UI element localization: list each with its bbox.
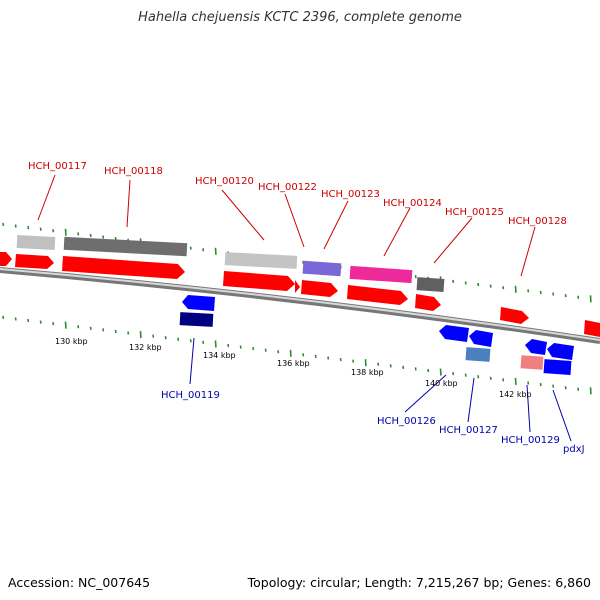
gene-arrow-left-edge[interactable] — [0, 252, 12, 266]
ruler-label-138: 138 kbp — [351, 368, 384, 377]
ruler-label-130: 130 kbp — [55, 337, 88, 346]
feature-hch00118-outer[interactable] — [63, 236, 188, 257]
leader-hch00119 — [189, 337, 195, 385]
feature-hch00127-inner[interactable] — [465, 347, 491, 362]
feature-hch00129-inner[interactable] — [520, 355, 544, 370]
label-hch00120[interactable]: HCH_00120 — [195, 176, 254, 187]
gene-arrow-hch00128[interactable] — [500, 307, 529, 324]
gene-arrow-hch00119[interactable] — [182, 295, 215, 311]
map-title: Hahella chejuensis KCTC 2396, complete g… — [138, 10, 462, 25]
leader-hch00123 — [323, 200, 349, 250]
ruler-label-140: 140 kbp — [425, 379, 458, 388]
gene-arrow-hch00126[interactable] — [439, 325, 469, 342]
plus-strand-genes — [0, 252, 600, 337]
feature-hch00122-outer[interactable] — [302, 260, 342, 277]
leader-hch00120 — [221, 189, 265, 241]
label-hch00122[interactable]: HCH_00122 — [258, 182, 317, 193]
inner-tick-track — [2, 315, 592, 395]
ruler-label-132: 132 kbp — [129, 343, 162, 352]
leader-pdxj — [552, 389, 572, 442]
feature-hch00117-outer[interactable] — [16, 235, 56, 250]
feature-hch00119-inner[interactable] — [179, 312, 214, 327]
feature-hch00120-outer[interactable] — [224, 252, 298, 269]
gene-arrow-hch00120[interactable] — [223, 271, 295, 291]
leader-hch00122 — [284, 193, 305, 248]
label-hch00117[interactable]: HCH_00117 — [28, 161, 87, 172]
gene-arrow-hch00125[interactable] — [415, 294, 441, 311]
label-hch00126[interactable]: HCH_00126 — [377, 416, 436, 427]
plus-strand-labels: HCH_00117 HCH_00118 HCH_00120 HCH_00122 … — [28, 161, 567, 227]
leader-hch00125 — [433, 217, 473, 264]
feature-hch00125-outer[interactable] — [416, 277, 445, 292]
feature-hch00124-outer[interactable] — [349, 265, 413, 284]
leader-hch00128 — [520, 226, 536, 277]
leader-hch00118 — [126, 179, 131, 228]
leader-hch00129 — [526, 384, 531, 433]
label-hch00118[interactable]: HCH_00118 — [104, 166, 163, 177]
genome-summary-text: Topology: circular; Length: 7,215,267 bp… — [247, 575, 591, 590]
genome-backbone-highlight — [0, 268, 600, 341]
minus-strand-genes — [179, 295, 574, 375]
gene-arrow-hch00129[interactable] — [525, 339, 547, 355]
genome-backbone — [0, 267, 600, 344]
ruler-label-136: 136 kbp — [277, 359, 310, 368]
ruler-label-134: 134 kbp — [203, 351, 236, 360]
minus-strand-labels: HCH_00119 HCH_00126 HCH_00127 HCH_00129 … — [161, 390, 585, 455]
label-hch00119[interactable]: HCH_00119 — [161, 390, 220, 401]
label-hch00123[interactable]: HCH_00123 — [321, 189, 380, 200]
ruler-labels: 130 kbp 132 kbp 134 kbp 136 kbp 138 kbp … — [55, 337, 532, 399]
gene-arrow-hch00127[interactable] — [469, 330, 493, 347]
leader-hch00126 — [404, 374, 447, 413]
gene-arrow-hch00123[interactable] — [347, 285, 408, 305]
gene-arrow-hch00118[interactable] — [62, 256, 185, 279]
leader-hch00117 — [37, 174, 56, 221]
label-hch00128[interactable]: HCH_00128 — [508, 216, 567, 227]
gene-arrow-hch00122[interactable] — [301, 280, 338, 297]
label-hch00124[interactable]: HCH_00124 — [383, 198, 442, 209]
label-hch00129[interactable]: HCH_00129 — [501, 435, 560, 446]
label-leaders — [37, 174, 572, 442]
gene-arrow-right-edge[interactable] — [584, 320, 600, 337]
ruler-label-142: 142 kbp — [499, 390, 532, 399]
feature-pdxj-inner[interactable] — [543, 359, 572, 375]
label-pdxj[interactable]: pdxJ — [563, 444, 585, 455]
leader-hch00127 — [467, 377, 475, 423]
gene-arrow-hch00117[interactable] — [15, 254, 54, 269]
plus-strand-outer-features — [16, 235, 445, 292]
gene-arrow-hch00122-small[interactable] — [295, 280, 300, 293]
label-hch00127[interactable]: HCH_00127 — [439, 425, 498, 436]
leader-hch00124 — [383, 207, 411, 257]
label-hch00125[interactable]: HCH_00125 — [445, 207, 504, 218]
accession-text: Accession: NC_007645 — [8, 575, 151, 590]
gene-arrow-pdxj[interactable] — [547, 343, 574, 360]
